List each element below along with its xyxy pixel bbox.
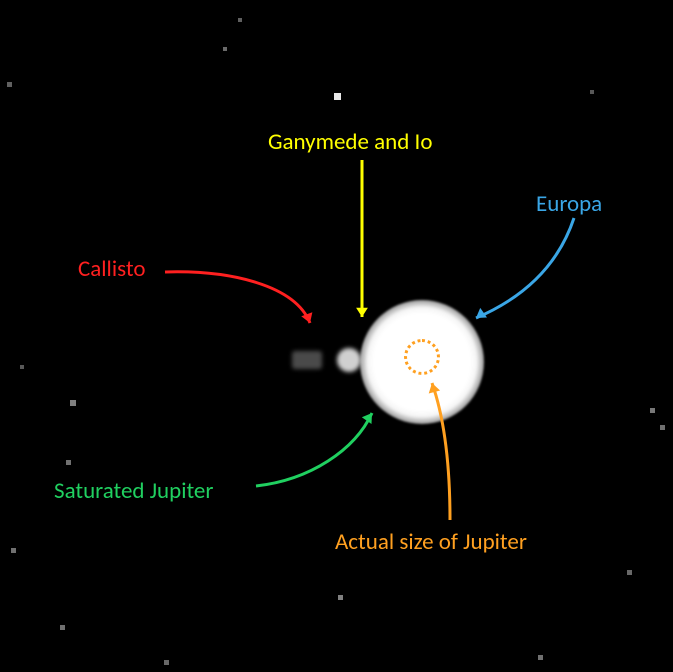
star	[7, 82, 12, 87]
star	[338, 595, 343, 600]
star	[238, 18, 242, 22]
label-europa: Europa	[536, 190, 602, 218]
callisto-blob	[292, 351, 322, 369]
star	[538, 655, 543, 660]
label-ganymede-io: Ganymede and Io	[268, 128, 432, 156]
star	[70, 400, 76, 406]
star	[627, 570, 632, 575]
star	[650, 408, 655, 413]
label-callisto: Callisto	[78, 255, 145, 283]
ganymede-io-blob	[337, 348, 361, 372]
star	[223, 47, 227, 51]
star	[660, 425, 665, 430]
star	[60, 625, 65, 630]
star	[20, 365, 24, 369]
label-saturated-jupiter: Saturated Jupiter	[54, 477, 213, 505]
annotation-arrows	[0, 0, 673, 672]
star	[11, 548, 16, 553]
label-actual-size: Actual size of Jupiter	[335, 528, 527, 556]
star	[66, 460, 71, 465]
star	[164, 660, 169, 665]
star	[334, 93, 341, 100]
actual-size-circle	[404, 339, 440, 375]
star	[590, 90, 594, 94]
